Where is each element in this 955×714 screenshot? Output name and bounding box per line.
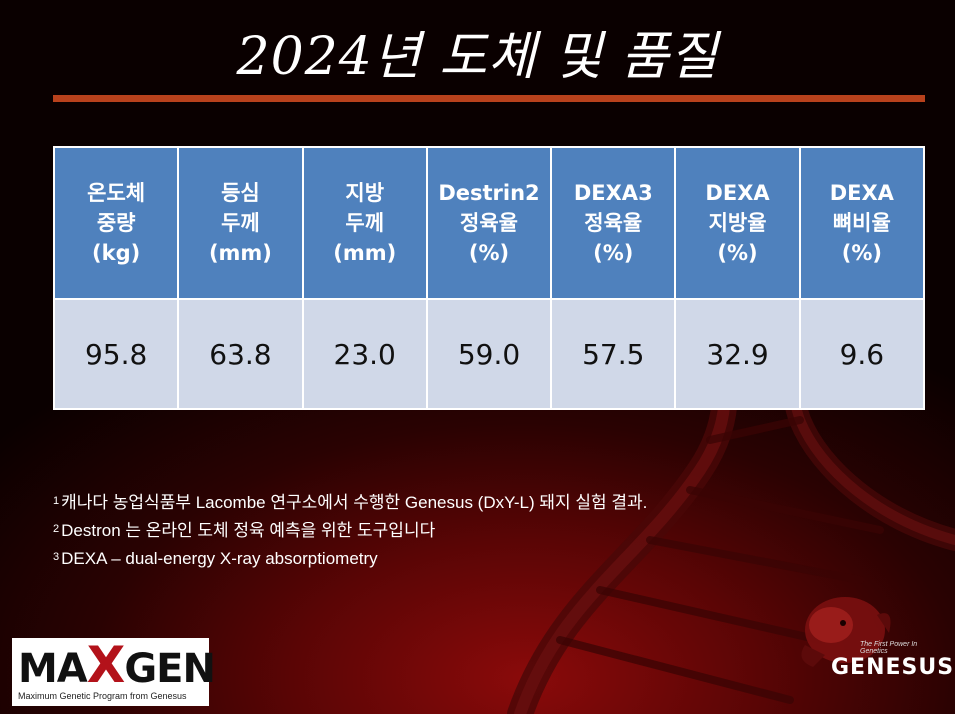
footnote-text: 캐나다 농업식품부 Lacombe 연구소에서 수행한 Genesus (DxY… (61, 493, 648, 512)
footnote-1: 1 캐나다 농업식품부 Lacombe 연구소에서 수행한 Genesus (Dx… (53, 488, 647, 516)
footnote-text: Destron 는 온라인 도체 정육 예측을 위한 도구입니다 (61, 521, 436, 540)
boar-head-icon (801, 597, 891, 667)
header-backfat-depth: 지방 두께 (mm) (301, 146, 428, 300)
genesus-slogan: The First Power In Genetics (860, 641, 918, 655)
value-destron-lean-yield: 59.0 (425, 298, 553, 410)
maxgen-right: GEN (124, 646, 216, 692)
footnote-mark: 1 (53, 495, 60, 507)
value-backfat-depth: 23.0 (301, 298, 428, 410)
value-loin-depth: 63.8 (177, 298, 304, 410)
header-dexa-fat-percent: DEXA 지방율 (%) (674, 146, 801, 300)
footnote-3: 3 DEXA – dual-energy X-ray absorptiometry (53, 544, 647, 572)
footnote-text: DEXA – dual-energy X-ray absorptiometry (61, 549, 378, 568)
maxgen-tagline: Maximum Genetic Program from Genesus (18, 691, 187, 701)
header-dexa-lean-yield: DEXA3 정육율 (%) (550, 146, 677, 300)
value-dexa-fat-percent: 32.9 (674, 298, 801, 410)
table-row: 95.8 63.8 23.0 59.0 57.5 32.9 9.6 (52, 298, 926, 410)
header-hot-carcass-weight: 온도체 중량 (kg) (52, 146, 180, 300)
slide-title: 2024년 도체 및 품질 (236, 27, 719, 87)
maxgen-x: X (86, 636, 126, 694)
maxgen-logo: MAXGEN Maximum Genetic Program from Gene… (12, 638, 216, 706)
maxgen-left: MA (18, 646, 88, 692)
maxgen-wordmark: MAXGEN (18, 640, 216, 692)
title-divider (53, 95, 925, 102)
footnotes: 1 캐나다 농업식품부 Lacombe 연구소에서 수행한 Genesus (Dx… (53, 488, 647, 572)
header-dexa-bone-percent: DEXA 뼈비율 (%) (798, 146, 926, 300)
value-dexa-lean-yield: 57.5 (550, 298, 677, 410)
footnote-mark: 2 (53, 523, 60, 535)
header-loin-depth: 등심 두께 (mm) (177, 146, 304, 300)
value-hot-carcass-weight: 95.8 (52, 298, 180, 410)
footnote-mark: 3 (53, 551, 60, 563)
header-destron-lean-yield: Destrin2 정육율 (%) (425, 146, 553, 300)
genesus-wordmark: GENESUS (831, 655, 955, 680)
carcass-quality-table: 온도체 중량 (kg) 등심 두께 (mm) 지방 두께 (mm) Destri… (52, 146, 926, 410)
value-dexa-bone-percent: 9.6 (798, 298, 926, 410)
table-header-row: 온도체 중량 (kg) 등심 두께 (mm) 지방 두께 (mm) Destri… (52, 146, 926, 300)
footnote-2: 2 Destron 는 온라인 도체 정육 예측을 위한 도구입니다 (53, 516, 647, 544)
genesus-logo: The First Power In Genetics GENESUS (785, 585, 953, 690)
